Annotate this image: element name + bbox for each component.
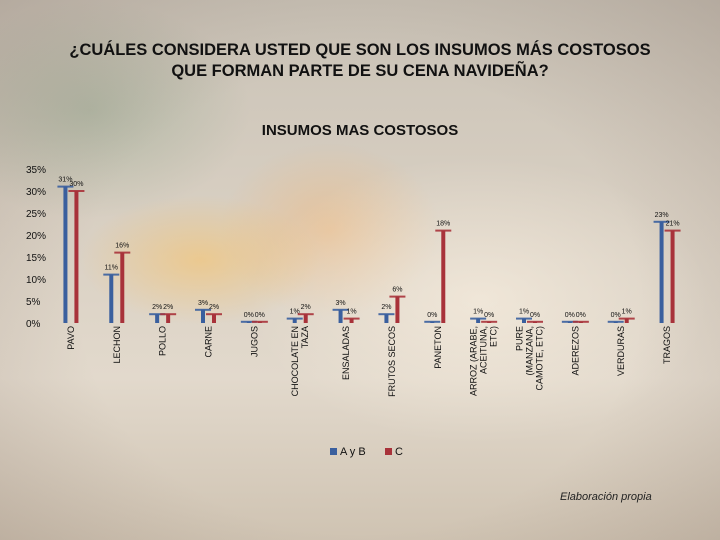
bar — [613, 321, 618, 323]
bar — [624, 318, 629, 323]
data-label: 3% — [336, 300, 346, 307]
data-label: 0% — [565, 312, 575, 319]
data-label: 0% — [427, 312, 437, 319]
bar — [257, 321, 262, 323]
y-tick-label: 25% — [26, 209, 46, 220]
data-label: 0% — [484, 312, 494, 319]
category-label: ARROZ (ARABE, — [469, 326, 479, 396]
legend-label: C — [395, 446, 403, 458]
data-label: 0% — [255, 312, 265, 319]
chart-title: INSUMOS MAS COSTOSOS — [261, 122, 459, 139]
y-tick-label: 15% — [26, 253, 46, 264]
category-label: CARNE — [204, 326, 214, 358]
data-label: 1% — [519, 309, 529, 316]
title-line-2: QUE FORMAN PARTE DE SU CENA NAVIDEÑA? — [171, 62, 549, 80]
data-label: 1% — [473, 309, 483, 316]
bar — [338, 309, 343, 323]
bar — [246, 321, 251, 323]
bar — [201, 309, 205, 323]
data-label: 0% — [576, 312, 586, 319]
data-label: 30% — [69, 181, 83, 188]
bar — [155, 314, 160, 323]
data-label: 31% — [58, 177, 72, 184]
data-label: 11% — [105, 265, 119, 272]
data-label: 2% — [381, 304, 391, 311]
y-tick-label: 20% — [26, 231, 46, 242]
category-label: PAVO — [66, 326, 76, 350]
bar — [384, 314, 389, 323]
data-label: 1% — [347, 309, 357, 316]
bar — [533, 321, 537, 323]
legend-label: A y B — [340, 446, 366, 458]
bar — [395, 296, 400, 323]
category-label: ETC) — [489, 326, 499, 347]
bar — [74, 191, 79, 323]
y-tick-label: 30% — [26, 187, 46, 198]
category-label: POLLO — [158, 326, 168, 356]
data-label: 23% — [655, 212, 669, 219]
bar — [659, 221, 664, 323]
data-label: 6% — [392, 287, 402, 294]
page-title: ¿CUÁLES CONSIDERA USTED QUE SON LOS INSU… — [20, 40, 700, 82]
category-label: PANETON — [433, 326, 443, 369]
bar — [441, 230, 446, 323]
category-label: ACEITUNA, — [479, 326, 489, 374]
legend-swatch — [330, 448, 337, 455]
category-label: JUGOS — [249, 326, 259, 357]
bar — [670, 230, 675, 323]
category-label: TAZA — [300, 326, 310, 348]
legend-swatch — [385, 448, 392, 455]
bar — [303, 314, 308, 323]
bar — [292, 318, 297, 323]
data-label: 2% — [209, 304, 219, 311]
category-label: ENSALADAS — [341, 326, 351, 380]
bar — [109, 274, 114, 323]
category-label: LECHON — [112, 326, 122, 364]
title-line-1: ¿CUÁLES CONSIDERA USTED QUE SON LOS INSU… — [69, 41, 651, 59]
category-label: CHOCOLATE EN — [290, 326, 300, 396]
y-tick-label: 35% — [26, 165, 46, 176]
category-label: TRAGOS — [662, 326, 672, 364]
category-label: FRUTOS SECOS — [387, 326, 397, 397]
credit-note: Elaboración propia — [560, 491, 652, 503]
data-label: 0% — [244, 312, 254, 319]
data-label: 2% — [163, 304, 173, 311]
bar — [120, 252, 125, 323]
bar — [487, 321, 492, 323]
category-label: VERDURAS — [616, 326, 626, 376]
bar — [522, 318, 526, 323]
category-label: (MANZANA, — [525, 326, 535, 376]
y-tick-label: 5% — [26, 297, 41, 308]
category-label: PURE — [515, 326, 525, 351]
data-label: 16% — [115, 243, 129, 250]
data-label: 21% — [666, 221, 680, 228]
data-label: 3% — [198, 300, 208, 307]
data-label: 1% — [622, 309, 632, 316]
bar — [430, 321, 435, 323]
data-label: 18% — [436, 221, 450, 228]
data-label: 2% — [152, 304, 162, 311]
bar — [63, 186, 68, 323]
data-label: 0% — [611, 312, 621, 319]
y-tick-label: 0% — [26, 319, 41, 330]
category-label: CAMOTE, ETC) — [535, 326, 545, 391]
bar — [212, 314, 216, 323]
bar — [578, 321, 583, 323]
bar — [476, 318, 481, 323]
data-label: 2% — [301, 304, 311, 311]
bar — [349, 318, 354, 323]
data-label: 1% — [290, 309, 300, 316]
bar — [166, 314, 171, 323]
bar — [567, 321, 572, 323]
data-label: 0% — [530, 312, 540, 319]
y-tick-label: 10% — [26, 275, 46, 286]
category-label: ADEREZOS — [570, 326, 580, 376]
